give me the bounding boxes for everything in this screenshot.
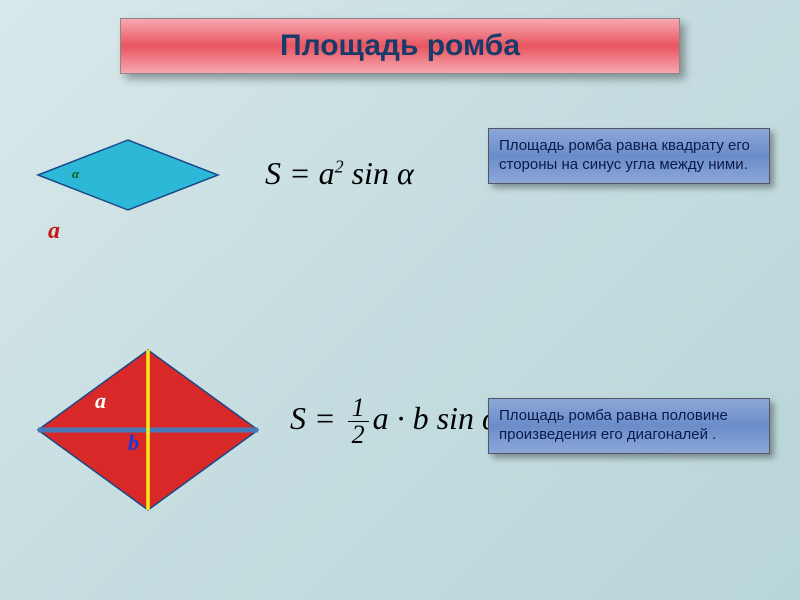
diagonal-label-b: b	[128, 430, 139, 456]
description-side: Площадь ромба равна квадрату его стороны…	[488, 128, 770, 184]
formula-diagonals: S = 12a · b sin α	[290, 395, 499, 448]
rhombus1-shape	[38, 140, 218, 210]
description-diagonals: Площадь ромба равна половине произведени…	[488, 398, 770, 454]
page-title: Площадь ромба	[120, 18, 680, 74]
angle-label-alpha: α	[72, 166, 79, 182]
diagonal-label-a: a	[95, 388, 106, 414]
side-label-a: a	[48, 218, 60, 245]
formula-side: S = a2 sin α	[265, 155, 414, 192]
rhombus-diagonals-figure	[28, 340, 268, 520]
